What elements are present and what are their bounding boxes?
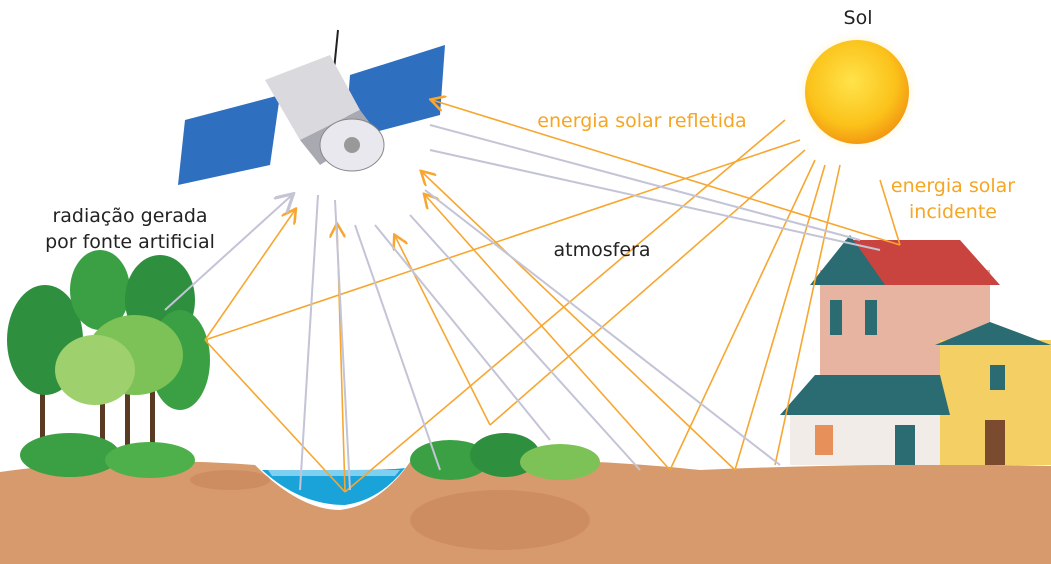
houses-part [830, 300, 842, 335]
rays-part [205, 140, 800, 340]
houses-part [990, 365, 1005, 390]
satellite-part [178, 95, 280, 185]
rays-part [345, 120, 785, 492]
ground-part [410, 490, 590, 550]
incident-label: incidente [909, 201, 997, 223]
trees-part [20, 433, 120, 477]
rays-part [422, 172, 735, 470]
rays-part [425, 190, 780, 465]
diagram: Sol energia solar refletida energia sola… [0, 0, 1051, 564]
houses-part [815, 425, 833, 455]
atmosphere-label: atmosfera [554, 239, 651, 261]
rays-part [355, 225, 440, 470]
houses [780, 235, 1051, 465]
artificial-label: por fonte artificial [45, 231, 215, 253]
rays-part [395, 236, 490, 425]
incident-label: energia solar [891, 175, 1015, 197]
sun-label: Sol [844, 7, 873, 29]
sun-part [805, 40, 909, 144]
bushes-part [520, 444, 600, 480]
houses-part [780, 375, 950, 415]
trees-part [55, 335, 135, 405]
houses-part [895, 425, 915, 465]
rays-part [205, 210, 295, 340]
sun [795, 30, 919, 154]
houses-part [790, 410, 940, 465]
bushes [410, 433, 600, 480]
trees [7, 250, 210, 478]
houses-part [985, 420, 1005, 465]
houses-part [865, 300, 877, 335]
ground-part [268, 470, 400, 476]
rays-part [335, 200, 350, 490]
rays-part [375, 225, 550, 440]
satellite [178, 30, 445, 185]
satellite-part [344, 137, 360, 153]
reflected-label: energia solar refletida [537, 110, 746, 132]
ground-part [190, 470, 270, 490]
rays [165, 100, 900, 492]
rays-part [300, 195, 318, 490]
trees-part [105, 442, 195, 478]
artificial-label: radiação gerada [52, 205, 207, 227]
